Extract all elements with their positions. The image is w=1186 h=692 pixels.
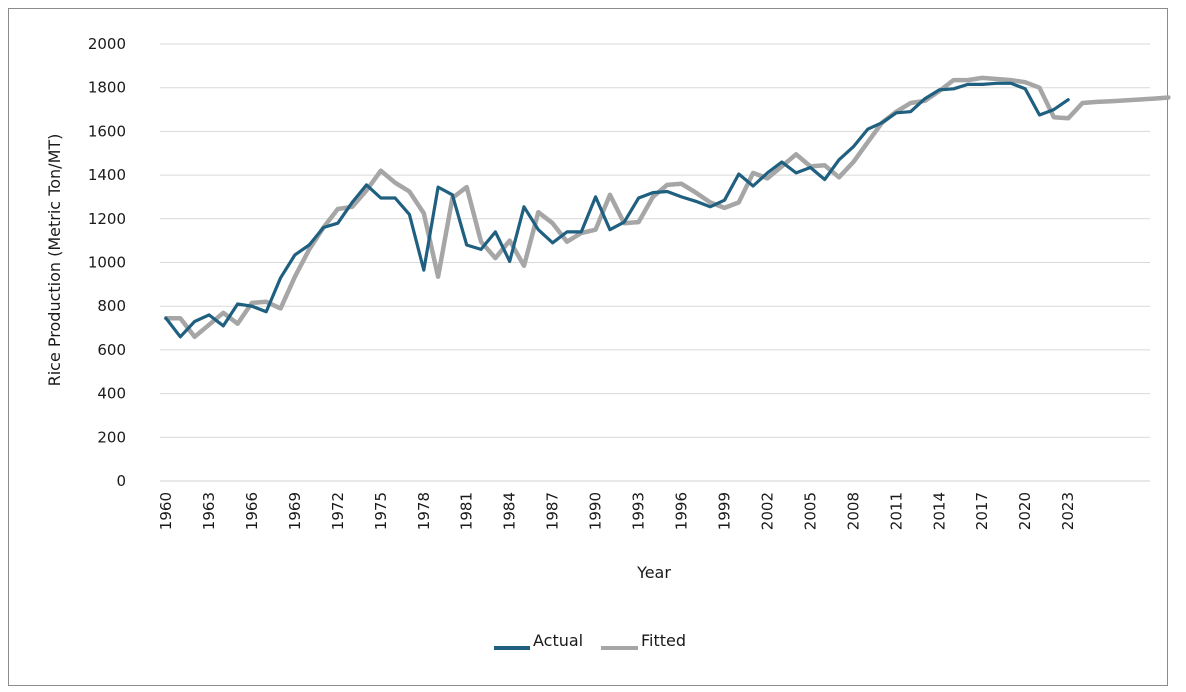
x-tick-label: 2023 — [1059, 492, 1077, 530]
x-tick-label: 1966 — [243, 492, 261, 530]
y-tick-label: 1400 — [88, 166, 126, 184]
series-lines — [163, 75, 1171, 340]
x-tick-label: 1996 — [673, 492, 691, 530]
y-tick-label: 1600 — [88, 122, 126, 140]
x-axis-ticks: 1960 1963 1966 1969 1972 1975 1978 1981 1984 1987… — [157, 492, 1077, 530]
series-line-fitted — [163, 75, 1171, 340]
x-tick-label: 2005 — [801, 492, 819, 530]
y-tick-label: 1000 — [88, 254, 126, 272]
x-tick-label: 1987 — [544, 492, 562, 530]
y-tick-label: 800 — [97, 297, 126, 315]
gridlines — [160, 43, 1150, 438]
y-tick-label: 0 — [116, 472, 126, 490]
legend: Actual Fitted — [494, 631, 686, 650]
legend-label-actual: Actual — [533, 631, 583, 650]
x-tick-label: 2017 — [973, 492, 991, 530]
y-tick-label: 1800 — [88, 79, 126, 97]
y-axis-ticks: 0 200 400 600 800 1000 1200 1400 1600 1800 2000 — [88, 35, 126, 490]
x-tick-label: 1984 — [501, 492, 519, 530]
x-tick-label: 1960 — [157, 492, 175, 530]
x-tick-label: 2014 — [930, 492, 948, 530]
x-tick-label: 1981 — [458, 492, 476, 530]
x-tick-label: 2020 — [1016, 492, 1034, 530]
y-tick-label: 1200 — [88, 210, 126, 228]
x-tick-label: 1993 — [630, 492, 648, 530]
x-tick-label: 1975 — [372, 492, 390, 530]
x-tick-label: 2008 — [844, 492, 862, 530]
legend-label-fitted: Fitted — [641, 631, 686, 650]
y-tick-label: 400 — [97, 385, 126, 403]
x-tick-label: 2002 — [758, 492, 776, 530]
y-axis-title: Rice Production (Metric Ton/MT) — [45, 134, 64, 387]
series-line-actual — [164, 81, 1070, 339]
x-tick-label: 1969 — [286, 492, 304, 530]
x-tick-label: 1978 — [415, 492, 433, 530]
x-tick-label: 1972 — [329, 492, 347, 530]
x-tick-label: 1963 — [200, 492, 218, 530]
chart-frame — [8, 8, 1168, 686]
x-tick-label: 1990 — [587, 492, 605, 530]
y-tick-label: 2000 — [88, 35, 126, 53]
x-tick-label: 1999 — [715, 492, 733, 530]
y-tick-label: 600 — [97, 341, 126, 359]
x-axis-title: Year — [636, 563, 671, 582]
y-tick-label: 200 — [97, 428, 126, 446]
x-tick-label: 2011 — [887, 492, 905, 530]
